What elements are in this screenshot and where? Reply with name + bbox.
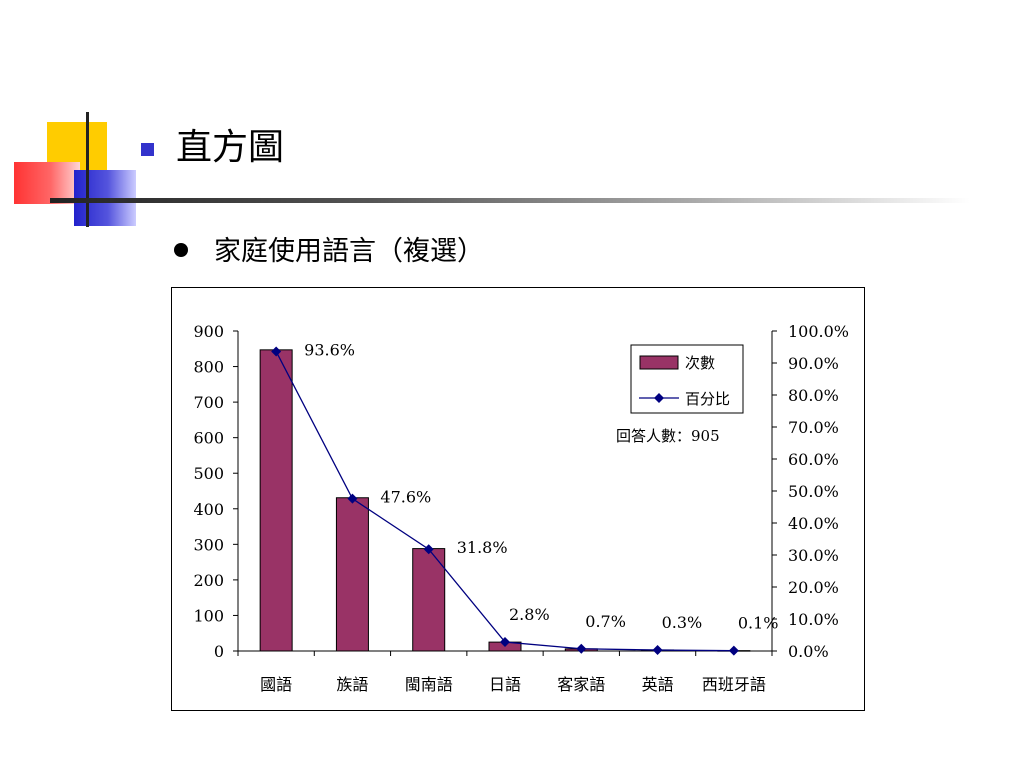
title-bullet — [141, 143, 154, 156]
bar — [335, 497, 369, 652]
legend-bar-label: 次數 — [685, 354, 715, 372]
x-axis-labels: 國語 族語 閩南語 日語 客家語 英語 西班牙語 — [237, 651, 773, 694]
right-tick-label: 50.0% — [788, 482, 839, 501]
percent-label: 2.8% — [509, 605, 550, 624]
right-tick-label: 30.0% — [788, 546, 839, 565]
right-tick-label: 20.0% — [788, 578, 839, 597]
right-axis: 0.0% 10.0% 20.0% 30.0% 40.0% 50.0% 60.0% 70.0% 8… — [771, 322, 849, 661]
percent-point — [652, 645, 663, 656]
category-label: 日語 — [489, 675, 521, 694]
left-tick-label: 0 — [214, 642, 224, 661]
right-tick-label: 90.0% — [788, 354, 839, 373]
left-axis: 0 100 200 300 400 500 600 700 800 900 — [193, 322, 772, 661]
left-tick-label: 400 — [193, 500, 224, 519]
left-tick-label: 600 — [193, 429, 224, 448]
category-label: 國語 — [260, 675, 292, 694]
percent-point — [728, 645, 739, 656]
bullet-text: 家庭使用語言（複選） — [214, 236, 484, 267]
category-label: 客家語 — [557, 675, 605, 694]
percent-label: 0.7% — [585, 612, 626, 631]
category-label: 族語 — [336, 675, 368, 694]
bar — [259, 349, 293, 652]
right-tick-label: 70.0% — [788, 418, 839, 437]
deco-red-square — [14, 162, 80, 204]
bars — [259, 349, 751, 652]
right-tick-label: 80.0% — [788, 386, 839, 405]
percent-line: 93.6% 47.6% 31.8% 2.8% 0.7% 0.3% 0.1% — [271, 340, 779, 656]
left-tick-label: 800 — [193, 358, 224, 377]
left-tick-label: 700 — [193, 393, 224, 412]
right-tick-label: 10.0% — [788, 610, 839, 629]
chart-frame: 0 100 200 300 400 500 600 700 800 900 0.0% 10.0% 20… — [171, 287, 865, 711]
right-tick-label: 60.0% — [788, 450, 839, 469]
percent-label: 47.6% — [380, 488, 431, 507]
bar — [412, 548, 446, 652]
percent-label: 0.1% — [738, 614, 779, 633]
left-tick-label: 900 — [193, 322, 224, 341]
legend-line-marker — [654, 393, 664, 403]
bullet-dot — [174, 243, 188, 257]
category-label: 閩南語 — [405, 675, 453, 694]
right-tick-label: 100.0% — [788, 322, 849, 341]
percent-label: 93.6% — [304, 340, 355, 359]
respondents-annotation: 回答人數：905 — [616, 427, 720, 445]
left-tick-label: 100 — [193, 606, 224, 625]
percent-point — [423, 544, 434, 555]
left-tick-label: 300 — [193, 535, 224, 554]
percent-point — [347, 493, 358, 504]
category-label: 西班牙語 — [702, 675, 766, 694]
percent-point — [576, 643, 587, 654]
deco-vertical-line — [86, 112, 89, 227]
right-tick-label: 0.0% — [788, 642, 829, 661]
left-tick-label: 200 — [193, 571, 224, 590]
percent-label: 31.8% — [457, 538, 508, 557]
legend-bar-swatch — [639, 355, 679, 370]
left-tick-label: 500 — [193, 464, 224, 483]
percent-label: 0.3% — [662, 613, 703, 632]
slide-title: 直方圖 — [176, 127, 285, 168]
category-label: 英語 — [642, 675, 674, 694]
right-tick-label: 40.0% — [788, 514, 839, 533]
chart-svg: 0 100 200 300 400 500 600 700 800 900 0.0% 10.0% 20… — [193, 322, 849, 694]
percent-point — [271, 346, 282, 357]
percent-point — [500, 637, 510, 648]
deco-horizontal-rule — [50, 198, 970, 203]
legend-line-label: 百分比 — [685, 390, 730, 408]
legend: 次數 百分比 — [630, 344, 744, 414]
